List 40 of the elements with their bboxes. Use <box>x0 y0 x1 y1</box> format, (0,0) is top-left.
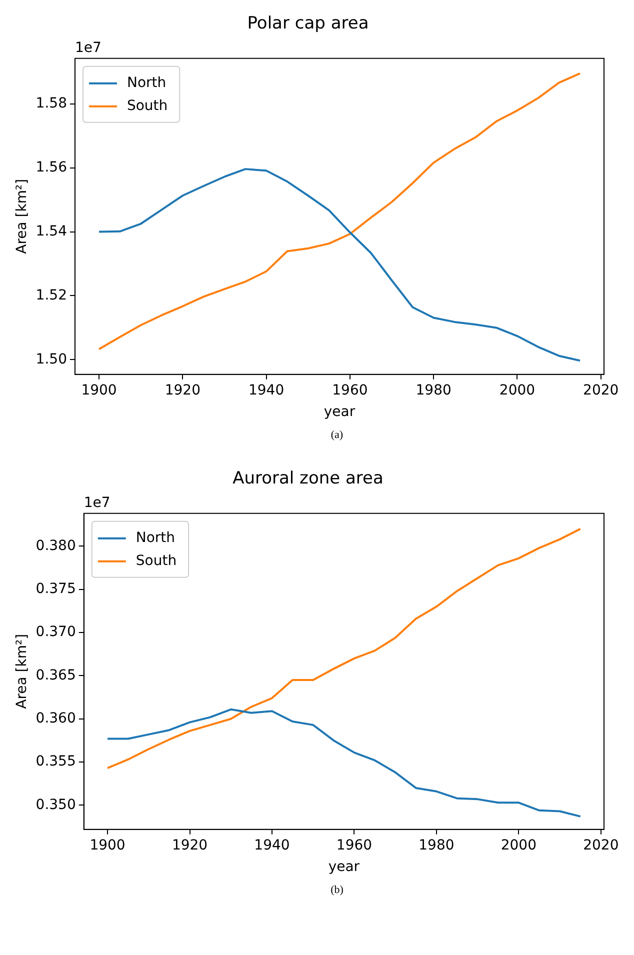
text: (b) <box>330 883 344 898</box>
x-axis-title: year <box>324 404 356 420</box>
legend-label: North <box>136 530 176 546</box>
text: 1e7 <box>74 40 102 56</box>
legend-label: South <box>136 553 177 570</box>
y-tick-label: 0.380 <box>36 538 76 554</box>
x-tick-label: 1900 <box>81 382 117 398</box>
x-tick-label: 1920 <box>172 837 208 854</box>
text: (a) <box>330 428 344 443</box>
chart-title: Polar cap area <box>247 14 369 34</box>
text: 1e7 <box>84 495 110 512</box>
y-tick-label: 0.360 <box>36 710 76 727</box>
chart-title: Auroral zone area <box>232 468 384 489</box>
y-tick-label: 0.365 <box>36 667 76 684</box>
x-tick-label: 2020 <box>583 382 619 398</box>
x-tick-label: 1980 <box>416 382 452 398</box>
x-tick-label: 1960 <box>332 382 368 398</box>
y-tick-label: 0.355 <box>36 754 76 770</box>
x-tick-label: 2020 <box>583 837 619 854</box>
y-tick-label: 0.370 <box>36 624 76 640</box>
x-tick-label: 2000 <box>500 837 537 854</box>
legend-label: South <box>126 98 168 114</box>
y-tick-label: 1.52 <box>36 287 67 304</box>
y-tick-label: 1.54 <box>36 223 68 240</box>
x-axis-title: year <box>328 859 360 876</box>
y-tick-label: 1.56 <box>36 159 68 176</box>
y-axis-title: Area [km²] <box>14 178 30 254</box>
x-tick-label: 1980 <box>418 837 454 854</box>
x-tick-label: 1940 <box>248 382 284 398</box>
x-tick-label: 1900 <box>90 837 126 854</box>
legend-label: North <box>126 75 166 92</box>
y-tick-label: 0.375 <box>36 581 76 598</box>
x-tick-label: 1920 <box>164 382 200 398</box>
x-tick-label: 1940 <box>254 837 290 854</box>
y-axis-title: Area [km²] <box>14 634 30 709</box>
x-tick-label: 1960 <box>336 837 372 854</box>
y-tick-label: 0.350 <box>36 796 76 813</box>
x-tick-label: 2000 <box>499 382 536 398</box>
y-tick-label: 1.58 <box>36 95 67 112</box>
y-tick-label: 1.50 <box>36 351 67 368</box>
